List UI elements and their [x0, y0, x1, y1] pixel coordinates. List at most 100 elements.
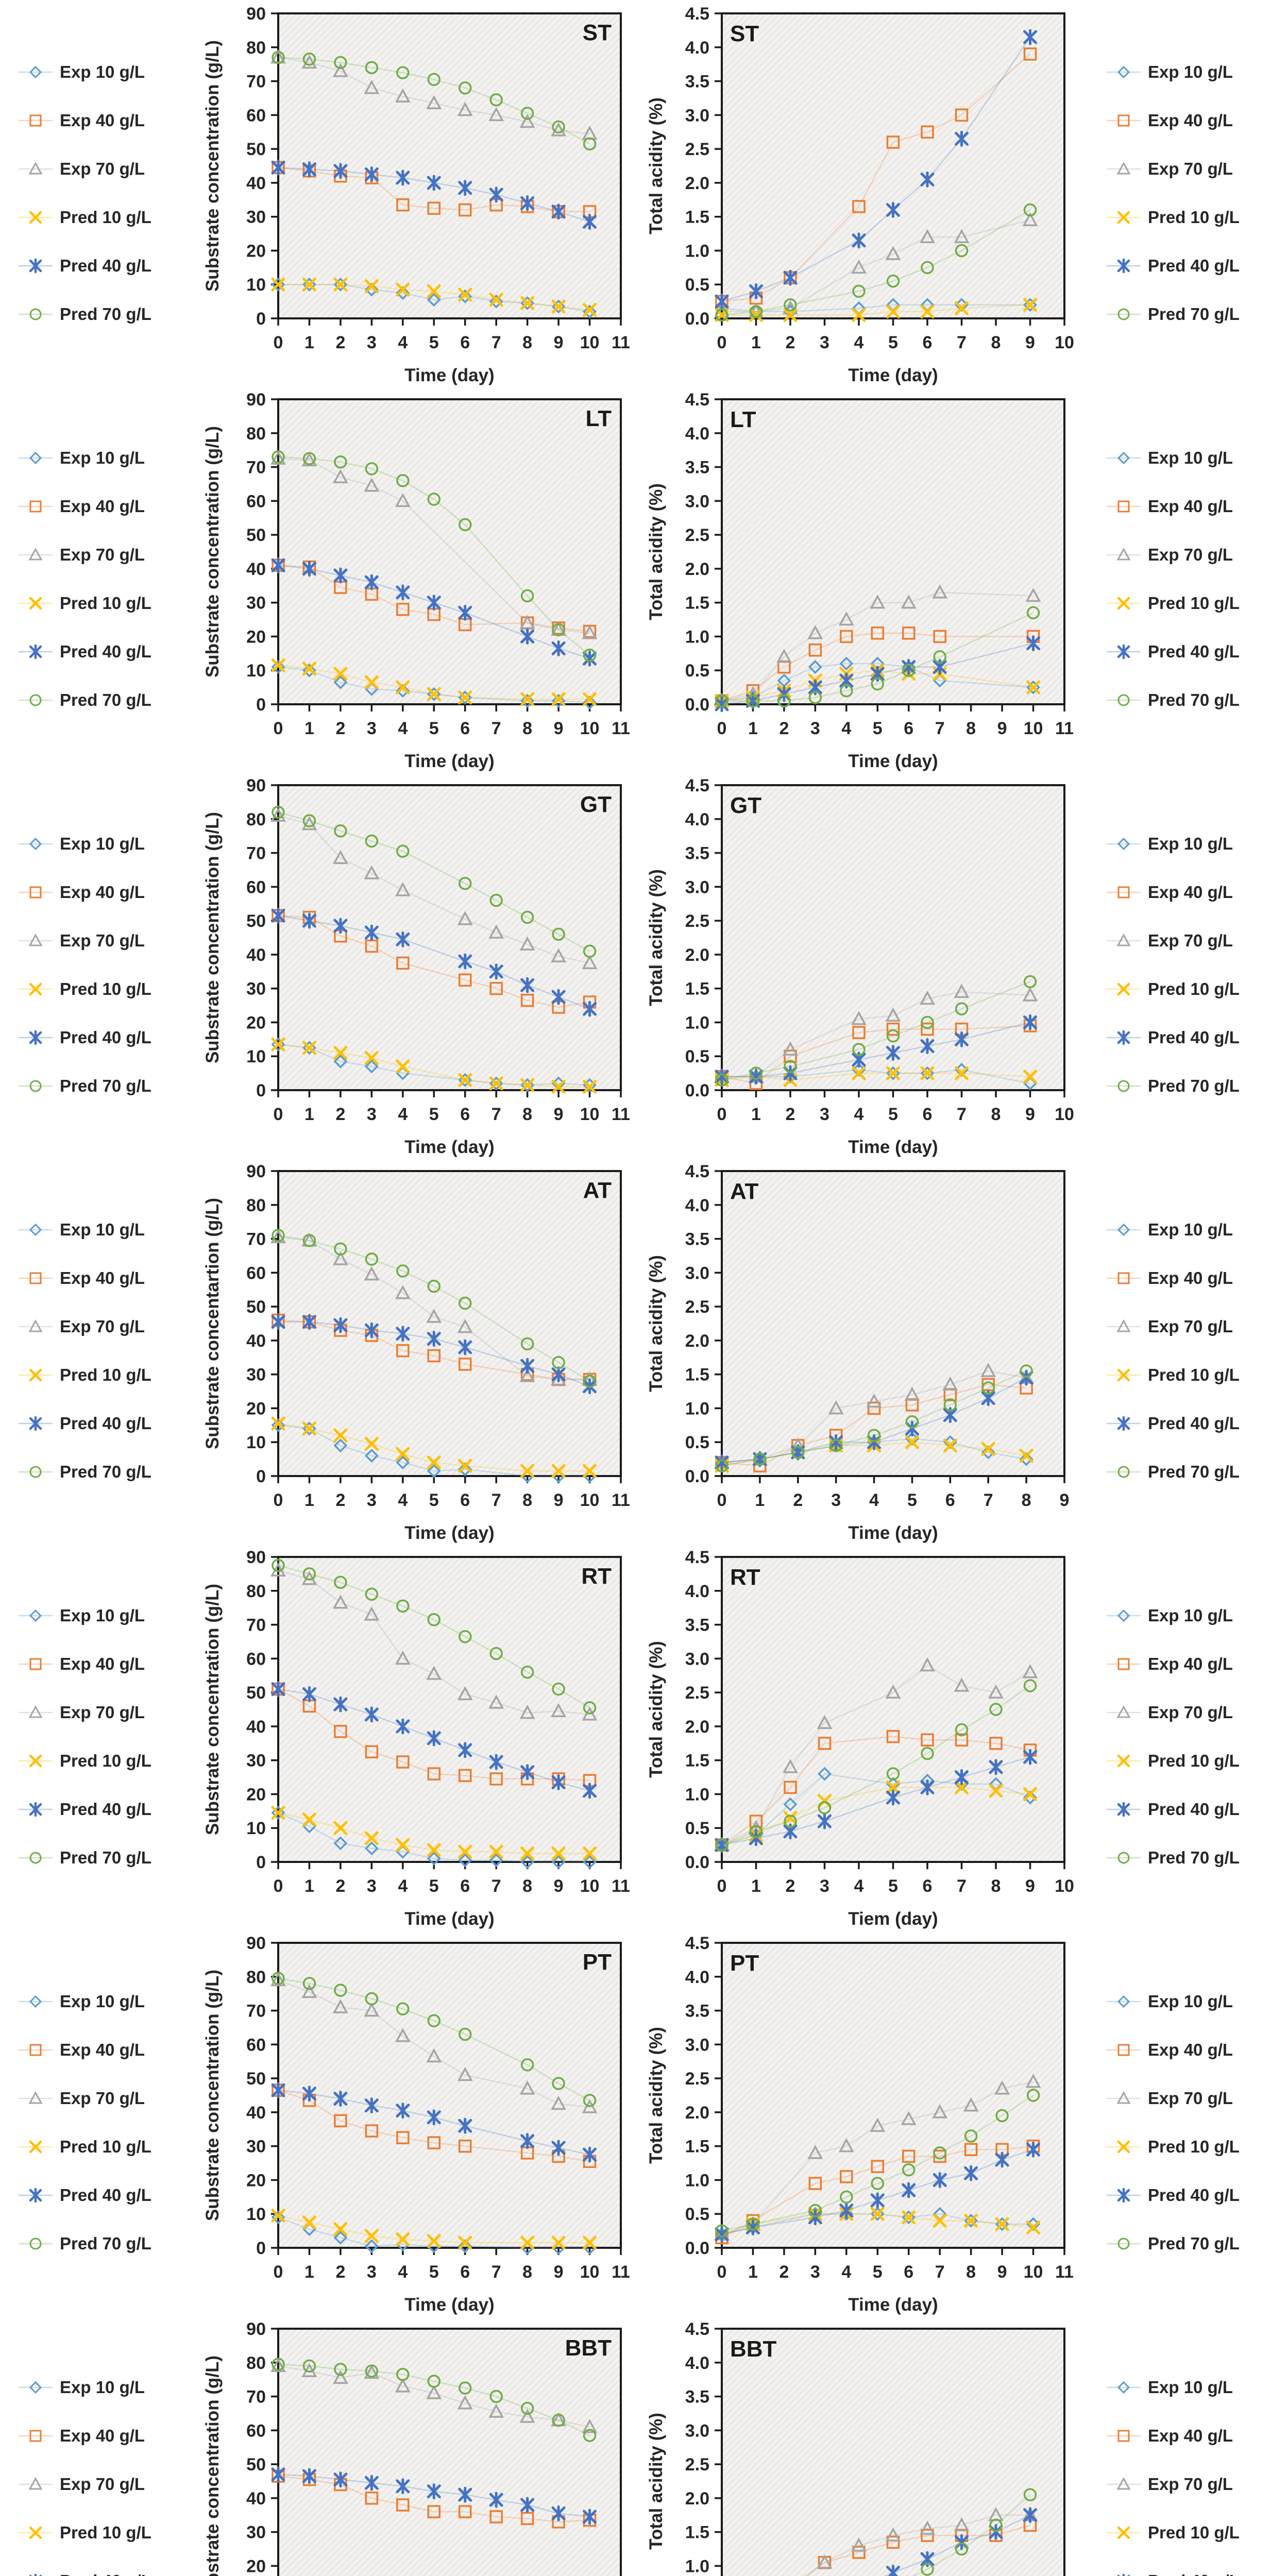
chart-rt-sub: 0 1 2 3 4 5 6 7 8 9 10 11 0 10 20 30 40 50 60 70 80 90 Time (d… [202, 1548, 630, 1929]
legend-marker-x-icon [1107, 2526, 1141, 2539]
legend-item: Pred 70 g/L [1106, 1847, 1271, 1869]
y-tick-label: 0 [256, 1467, 266, 1486]
y-axis-title: Substrate concentration (g/L) [202, 426, 223, 677]
legend-item: Pred 70 g/L [18, 303, 192, 325]
chart-bbt-acid: 0123456789100.00.51.01.52.02.53.03.54.04… [646, 2319, 1065, 2576]
legend-item-label: Pred 40 g/L [1148, 1799, 1240, 1819]
panel-code: ST [583, 20, 612, 45]
x-tick-label: 8 [991, 1876, 1001, 1896]
legend-marker-square-icon [19, 500, 53, 512]
x-tick-label: 6 [460, 1490, 470, 1510]
legend-marker-square-icon [1107, 500, 1141, 512]
y-tick-label: 4.0 [685, 2353, 709, 2373]
series-line [883, 2514, 1031, 2576]
x-axis-title: Time (day) [404, 1137, 494, 1157]
figure-row-BBT: Exp 10 g/L Exp 40 g/L Exp 70 g/L Pred 10 g/… [0, 2315, 1271, 2576]
y-tick-label: 70 [246, 1230, 266, 1249]
x-axis-title: Time (day) [848, 2295, 938, 2315]
y-tick-label: 40 [246, 2489, 266, 2509]
x-tick-label: 10 [1024, 2262, 1043, 2282]
series-legend: Exp 10 g/L Exp 40 g/L Exp 70 g/L Pred 10 g/… [1079, 2363, 1271, 2576]
y-tick-label: 0.5 [685, 1433, 709, 1452]
y-tick-label: 30 [246, 2523, 266, 2543]
x-tick-label: 10 [580, 1876, 600, 1896]
x-tick-label: 2 [335, 1105, 345, 1124]
x-tick-label: 2 [335, 333, 345, 352]
y-tick-label: 40 [246, 1717, 266, 1737]
y-tick-label: 30 [246, 2137, 266, 2157]
legend-item-label: Pred 40 g/L [60, 2571, 151, 2576]
y-tick-label: 90 [246, 4, 266, 24]
x-tick-label: 3 [820, 333, 829, 352]
x-axis-title: Time (day) [404, 1909, 494, 1929]
legend-item: Pred 40 g/L [1106, 255, 1271, 277]
legend-item: Exp 40 g/L [1106, 882, 1271, 903]
y-tick-label: 60 [246, 877, 266, 897]
series-line [278, 1565, 590, 1708]
legend-item-label: Exp 10 g/L [60, 1605, 145, 1625]
y-tick-label: 40 [246, 174, 266, 193]
y-tick-label: 0 [256, 2239, 266, 2258]
y-tick-label: 3.5 [685, 2387, 709, 2407]
legend-item-label: Exp 70 g/L [1148, 545, 1233, 564]
series-line [721, 1736, 1030, 1846]
y-tick-label: 2.0 [685, 2103, 709, 2123]
x-tick-label: 0 [717, 719, 727, 738]
legend-item: Exp 40 g/L [1106, 1267, 1271, 1289]
series-line [721, 2081, 1033, 2235]
legend-item: Pred 40 g/L [18, 641, 192, 663]
series-line [278, 167, 590, 213]
legend-item: Exp 10 g/L [1106, 2377, 1271, 2398]
x-tick-label: 8 [966, 2262, 976, 2282]
legend-marker-diamond-icon [19, 837, 53, 850]
legend-marker-circle-icon [19, 694, 53, 706]
legend-item-label: Pred 70 g/L [1148, 1076, 1240, 1095]
panel-code: PT [730, 1951, 759, 1976]
y-tick-label: 1.0 [685, 1013, 709, 1032]
chart-st-acid: 0 1 2 3 4 5 6 7 8 9 10 0.0 0.5 1.0 1.5 2.0 2.5 3.0 3.5 4.0 4… [646, 4, 1074, 385]
panel-st-sub: Exp 10 g/L Exp 40 g/L Exp 70 g/L Pred 10 g/… [0, 0, 635, 386]
series-line [721, 1370, 1027, 1467]
legend-item-label: Exp 70 g/L [1148, 159, 1233, 178]
y-tick-label: 80 [246, 1582, 266, 1601]
y-axis-title: Total acidity (%) [646, 1641, 666, 1778]
y-tick-label: 70 [246, 844, 266, 863]
legend-item: Exp 40 g/L [1106, 1653, 1271, 1675]
legend-item-label: Pred 40 g/L [60, 1799, 151, 1819]
panel-code: GT [580, 792, 612, 817]
legend-marker-triangle-icon [1107, 2091, 1141, 2104]
y-tick-label: 0.0 [685, 1467, 709, 1486]
x-tick-label: 4 [398, 1490, 408, 1510]
panel-code: RT [581, 1564, 612, 1589]
legend-marker-x-icon [19, 2140, 53, 2153]
x-tick-label: 7 [492, 2262, 501, 2282]
x-tick-label: 10 [580, 1490, 600, 1510]
x-tick-label: 0 [274, 719, 283, 738]
legend-item: Exp 40 g/L [1106, 496, 1271, 517]
x-tick-label: 5 [429, 719, 439, 738]
x-tick-label: 9 [1025, 1876, 1035, 1896]
legend-item: Pred 40 g/L [1106, 1027, 1271, 1048]
legend-item-label: Exp 70 g/L [60, 159, 145, 178]
y-tick-label: 20 [246, 1013, 266, 1032]
legend-item: Exp 70 g/L [18, 930, 192, 952]
series-legend: Exp 10 g/L Exp 40 g/L Exp 70 g/L Pred 10 g/… [1079, 1591, 1271, 1882]
legend-item-label: Pred 10 g/L [60, 1751, 151, 1770]
legend-item-label: Pred 70 g/L [60, 1076, 151, 1095]
y-tick-label: 3.5 [685, 2002, 709, 2021]
legend-item-label: Exp 10 g/L [60, 2377, 145, 2397]
chart-pt-acid: 0 1 2 3 4 5 6 7 8 9 10 11 0.0 0.5 1.0 1.5 2.0 2.5 3.0 3.5 4.… [646, 1934, 1074, 2315]
y-axis-title: Total acidity (%) [646, 869, 666, 1006]
legend-marker-triangle-icon [19, 2091, 53, 2104]
x-tick-label: 7 [957, 1876, 967, 1896]
x-tick-label: 9 [554, 2262, 564, 2282]
legend-item: Pred 70 g/L [1106, 1461, 1271, 1483]
x-tick-label: 7 [935, 2262, 945, 2282]
y-axis-title: Substrate concentration (g/L) [202, 1970, 223, 2221]
y-tick-label: 10 [246, 661, 266, 681]
figure-row-GT: Exp 10 g/L Exp 40 g/L Exp 70 g/L Pred 10 g/… [0, 772, 1271, 1158]
x-tick-label: 1 [304, 1876, 314, 1896]
legend-item-label: Exp 10 g/L [1148, 1605, 1233, 1625]
legend-marker-circle-icon [19, 1080, 53, 1092]
series-line [721, 1384, 1027, 1467]
